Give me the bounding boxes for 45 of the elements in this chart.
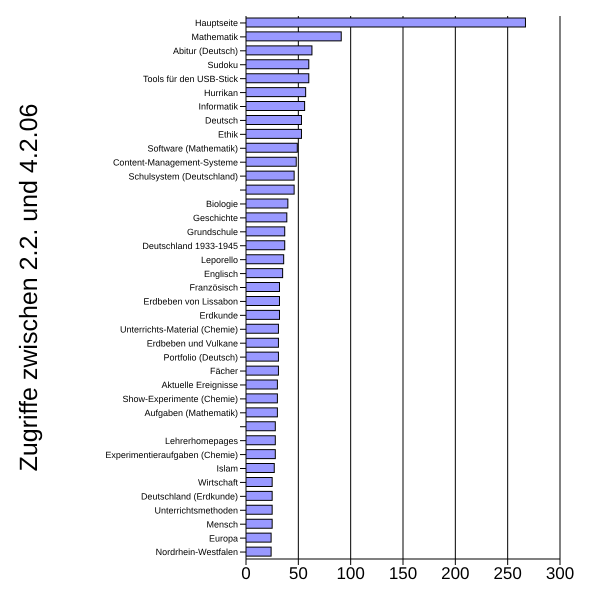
x-tick-label: 100 — [336, 564, 365, 584]
y-tick-label: Englisch — [204, 268, 238, 279]
y-tick-label: Ethik — [218, 130, 238, 140]
y-tick-label: Mensch — [206, 519, 238, 530]
y-tick-label: Erdkunde — [199, 310, 238, 321]
y-tick-label: Software (Mathematik) — [147, 143, 238, 154]
y-tick-label: Nordrhein-Westfalen — [156, 547, 238, 558]
y-tick-label: Hauptseite — [194, 18, 238, 28]
y-tick-label: Europa — [208, 533, 238, 544]
y-tick-label: Aufgaben (Mathematik) — [144, 408, 238, 418]
y-tick-label: Erdbeben von Lissabon — [143, 296, 238, 307]
y-tick-label: Aktuelle Ereignisse — [161, 380, 238, 390]
x-tick-label: 50 — [288, 564, 308, 584]
y-tick-label: Lehrerhomepages — [164, 436, 238, 446]
x-tick-label: 150 — [388, 564, 418, 584]
y-tick-label: Experimentieraufgaben (Chemie) — [105, 450, 238, 460]
y-axis-title: Zugriffe zwischen 2.2. und 4.2.06 — [14, 104, 43, 472]
y-tick-label: Leporello — [200, 254, 238, 265]
y-tick-label: Sudoku — [207, 60, 238, 70]
y-tick-label: Erdbeben und Vulkane — [146, 338, 238, 348]
y-tick-label: Deutschland (Erdkunde) — [140, 492, 238, 502]
y-tick-label: Informatik — [198, 102, 238, 112]
y-tick-label: Biologie — [206, 199, 238, 210]
x-tick-label: 200 — [441, 564, 470, 584]
y-tick-label: Französisch — [189, 282, 238, 293]
y-tick-label: Portfolio (Deutsch) — [163, 352, 238, 362]
y-tick-label: Grundschule — [186, 227, 238, 238]
y-tick-label: Deutsch — [204, 116, 238, 126]
y-tick-label: Schulsystem (Deutschland) — [128, 171, 238, 182]
y-tick-label: Deutschland 1933-1945 — [142, 240, 238, 251]
x-tick-label: 300 — [546, 564, 574, 584]
y-tick-label: Mathematik — [191, 32, 238, 42]
y-tick-label: Fächer — [210, 366, 238, 376]
x-tick-label: 0 — [241, 564, 251, 584]
y-tick-label: Islam — [216, 464, 238, 474]
y-tick-label: Wirtschaft — [198, 478, 238, 488]
y-tick-label: Tools für den USB-Stick — [142, 74, 238, 84]
y-tick-label: Unterrichts-Material (Chemie) — [120, 324, 238, 334]
y-tick-label: Unterrichtsmethoden — [154, 505, 238, 516]
y-tick-label: Show-Experimente (Chemie) — [122, 394, 238, 404]
y-tick-label: Hurrikan — [204, 88, 238, 98]
x-tick-label: 250 — [493, 564, 522, 584]
y-tick-label: Geschichte — [192, 213, 238, 224]
y-tick-label: Abitur (Deutsch) — [172, 46, 238, 56]
y-tick-label: Content-Management-Systeme — [112, 157, 238, 168]
